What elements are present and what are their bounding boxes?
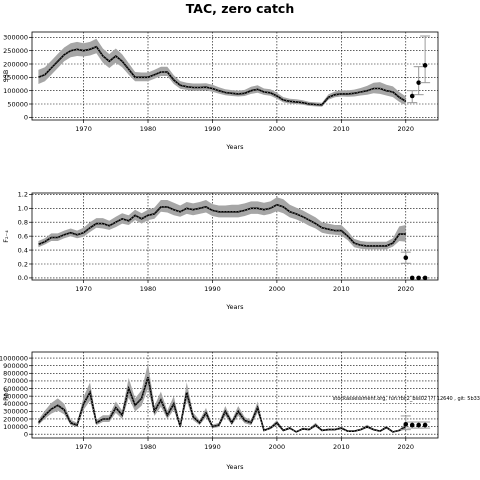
y-tick-label: 300000 (3, 408, 28, 416)
plot-frame (31, 351, 439, 439)
x-tick-label: 2010 (333, 285, 350, 293)
chart-title: TAC, zero catch (185, 1, 295, 16)
x-tick-label: 1980 (140, 443, 157, 451)
y-tick-label: 200000 (3, 60, 28, 68)
y-tick-label: 250000 (3, 47, 28, 55)
y-axis-label: SSB (2, 70, 10, 83)
x-tick-label: 2020 (398, 285, 415, 293)
confidence-band (38, 197, 406, 250)
y-tick-label: 900000 (3, 362, 28, 370)
y-tick-label: 0.4 (18, 246, 28, 254)
x-tick-label: 2000 (269, 125, 286, 133)
projection-point (409, 275, 415, 281)
projection-point (422, 422, 428, 428)
projection-point (422, 275, 428, 281)
y-axis-label: F₂₋₄ (2, 230, 10, 243)
y-tick-label: 800000 (3, 370, 28, 378)
projection-point (403, 422, 409, 427)
y-tick-label: 0 (24, 114, 28, 122)
y-tick-label: 100000 (3, 423, 28, 431)
y-tick-label: 1000000 (0, 354, 28, 362)
y-tick-label: 1.2 (18, 191, 28, 199)
x-tick-label: 2020 (398, 443, 415, 451)
y-tick-label: 0 (24, 430, 28, 438)
x-tick-label: 1990 (204, 125, 221, 133)
x-tick-label: 2010 (333, 125, 350, 133)
x-axis-label: Years (225, 463, 244, 471)
y-tick-label: 300000 (3, 34, 28, 42)
projection-point (422, 63, 428, 68)
chart-panel-3: 1970 1980 1990 2000 2010 2020 0100000200000300… (0, 351, 480, 471)
y-tick-label: 200000 (3, 415, 28, 423)
y-tick-label: 600000 (3, 385, 28, 393)
projection-point (416, 422, 421, 428)
y-tick-label: 150000 (3, 74, 28, 82)
x-tick-label: 1980 (140, 285, 157, 293)
projection-point (403, 255, 409, 261)
y-tick-label: 400000 (3, 400, 28, 408)
x-axis-label: Years (225, 143, 244, 151)
plot-frame (31, 31, 439, 121)
x-tick-label: 2000 (269, 285, 286, 293)
x-tick-label: 2010 (333, 443, 350, 451)
estimate-line-dots (38, 377, 406, 433)
projection-point (409, 93, 415, 99)
y-tick-label: 1.0 (18, 205, 28, 213)
y-tick-label: 100000 (3, 87, 28, 95)
y-tick-label: 50000 (7, 100, 28, 108)
y-tick-label: 700000 (3, 377, 28, 385)
run-annotation: stockassessment.org, run:rbc2_bss02 (?) … (333, 396, 480, 402)
y-tick-label: 0.0 (18, 274, 28, 282)
x-tick-label: 1980 (140, 125, 157, 133)
projection-point (409, 422, 415, 428)
projection-point (416, 275, 421, 281)
confidence-band (38, 38, 406, 107)
x-tick-label: 2000 (269, 443, 286, 451)
projection-point (416, 80, 421, 85)
chart-panel-2: 1970 1980 1990 2000 2010 2020 0.0 0.2 0.4 0.6 0.8 1… (2, 191, 439, 311)
estimate-line (38, 203, 406, 247)
estimate-line (38, 45, 407, 106)
chart-panel-1: 1970 1980 1990 2000 2010 2020 0 50000 100000 1500… (2, 31, 439, 151)
y-tick-label: 500000 (3, 392, 28, 400)
x-tick-label: 1990 (204, 285, 221, 293)
y-axis-label: Rec (2, 389, 10, 401)
y-tick-label: 0.8 (18, 219, 28, 227)
x-axis-label: Years (225, 303, 244, 311)
x-tick-label: 2020 (398, 125, 415, 133)
x-tick-label: 1970 (75, 285, 92, 293)
x-tick-label: 1970 (75, 443, 92, 451)
y-tick-label: 0.2 (18, 260, 28, 268)
x-tick-label: 1990 (204, 443, 221, 451)
y-tick-label: 0.6 (18, 232, 28, 240)
x-tick-label: 1970 (75, 125, 92, 133)
